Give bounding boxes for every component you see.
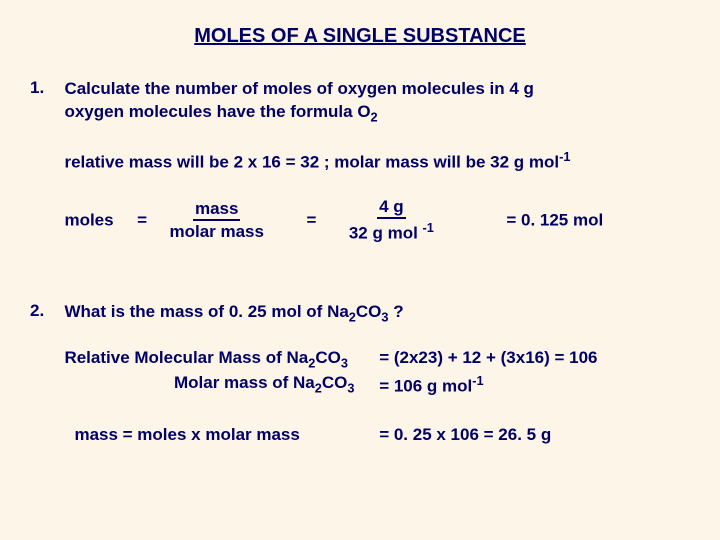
p1-frac1-top: mass bbox=[193, 199, 240, 221]
p1-eq1: = bbox=[137, 210, 147, 229]
p2-rmm-val: = (2x23) + 12 + (3x16) = 106 bbox=[379, 348, 597, 367]
problem-1-body: Calculate the number of moles of oxygen … bbox=[64, 78, 684, 246]
p2-mm-sub2: 3 bbox=[347, 380, 354, 395]
p1-frac-mass: mass molar mass bbox=[169, 198, 264, 244]
p1-o2-sub: 2 bbox=[371, 109, 378, 124]
p1-frac2-bot: 32 g mol bbox=[349, 224, 423, 243]
problem-2-number: 2. bbox=[30, 301, 60, 321]
p2-mm-label-a: Molar mass of Na bbox=[174, 373, 315, 392]
problem-2: 2. What is the mass of 0. 25 mol of Na2C… bbox=[30, 301, 690, 448]
p2-q-c: ? bbox=[388, 302, 403, 321]
p2-eq-lhs: mass = moles x molar mass bbox=[64, 425, 299, 444]
p2-eq-rhs: = 0. 25 x 106 = 26. 5 g bbox=[379, 425, 551, 444]
slide: MOLES OF A SINGLE SUBSTANCE 1. Calculate… bbox=[0, 0, 720, 507]
p2-final-eq: mass = moles x molar mass = 0. 25 x 106 … bbox=[64, 424, 684, 447]
slide-title: MOLES OF A SINGLE SUBSTANCE bbox=[30, 25, 690, 48]
p1-question-line2a: oxygen molecules have the formula O bbox=[64, 102, 370, 121]
p1-frac1-bot: molar mass bbox=[169, 221, 264, 244]
p1-moles-label: moles bbox=[64, 210, 113, 229]
problem-2-body: What is the mass of 0. 25 mol of Na2CO3 … bbox=[64, 301, 684, 448]
p1-frac2-top: 4 g bbox=[377, 197, 406, 219]
p2-rmm-sub2: 3 bbox=[341, 356, 348, 371]
p1-equation-row: moles = mass molar mass = 4 g 32 g mol -… bbox=[64, 196, 684, 246]
p2-q-sub1: 2 bbox=[349, 309, 356, 324]
p1-result: = 0. 125 mol bbox=[506, 210, 603, 229]
p1-eq2: = bbox=[306, 210, 316, 229]
p1-question-line1: Calculate the number of moles of oxygen … bbox=[64, 79, 534, 98]
p1-relative-mass-row: relative mass will be 2 x 16 = 32 ; mola… bbox=[64, 148, 684, 175]
p2-rmm-block: Relative Molecular Mass of Na2CO3 = (2x2… bbox=[64, 347, 684, 398]
p2-mm-sub1: 2 bbox=[315, 380, 322, 395]
p1-frac2-sup: -1 bbox=[423, 220, 434, 235]
p2-rmm-label-a: Relative Molecular Mass of Na bbox=[64, 348, 308, 367]
p2-mm-val-a: = 106 g mol bbox=[379, 377, 472, 396]
p1-relmass-sup: -1 bbox=[559, 149, 570, 164]
p2-q-b: CO bbox=[356, 302, 382, 321]
p2-mm-val-sup: -1 bbox=[472, 373, 483, 388]
p2-rmm-label-b: CO bbox=[315, 348, 341, 367]
problem-1-number: 1. bbox=[30, 78, 60, 98]
p1-frac-values: 4 g 32 g mol -1 bbox=[349, 196, 434, 246]
p1-relative-mass: relative mass will be 2 x 16 = 32 ; mola… bbox=[64, 152, 559, 171]
p2-mm-label-b: CO bbox=[322, 373, 348, 392]
problem-1: 1. Calculate the number of moles of oxyg… bbox=[30, 78, 690, 246]
p2-q-a: What is the mass of 0. 25 mol of Na bbox=[64, 302, 348, 321]
